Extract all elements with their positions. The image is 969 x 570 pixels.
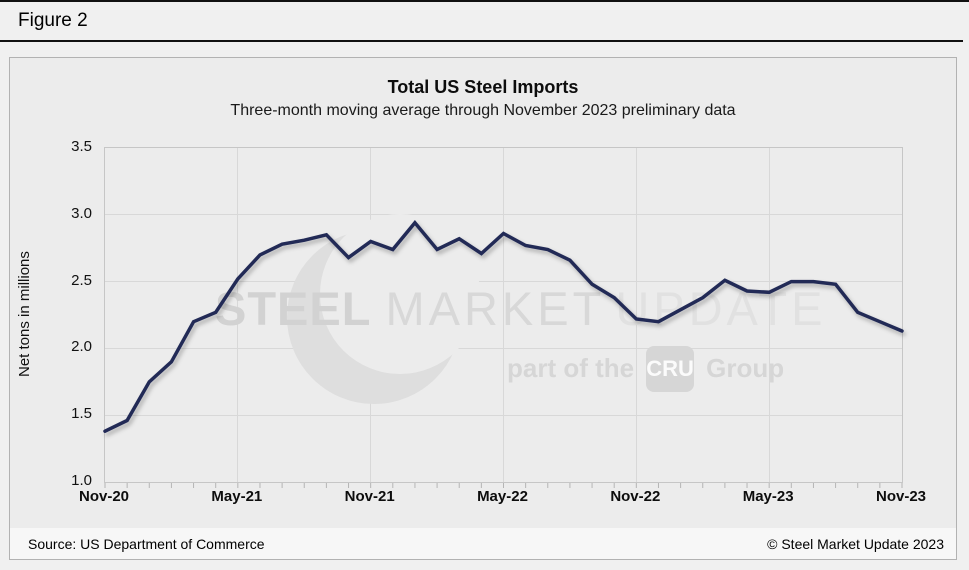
line-chart-svg xyxy=(103,220,904,488)
x-tick-label: Nov-21 xyxy=(344,488,395,505)
chart-area: Total US Steel Imports Three-month movin… xyxy=(10,58,956,528)
cru-logo-icon: CRU xyxy=(646,345,695,392)
y-tick-label: 1.0 xyxy=(71,472,92,489)
x-tick-label: May-22 xyxy=(477,488,528,505)
chart-subtitle: Three-month moving average through Novem… xyxy=(230,102,736,119)
x-tick-label: Nov-20 xyxy=(78,488,130,505)
vertical-gridline xyxy=(768,148,770,482)
watermark-tagline: part of the CRU Group xyxy=(507,345,784,392)
figure-label: Figure 2 xyxy=(18,10,88,31)
y-tick-label: 2.0 xyxy=(71,338,92,356)
y-tick-label: 3.5 xyxy=(71,138,92,155)
imports-line-series xyxy=(103,220,904,433)
plot-area: STEEL MARKET UPDATE part of the CRU Group xyxy=(103,147,904,488)
watermark-text: STEEL MARKET UPDATE xyxy=(215,285,826,333)
vertical-gridline xyxy=(503,148,504,482)
chart-footer: Source: US Department of Commerce © Stee… xyxy=(10,528,956,559)
y-axis-title: Net tons in millions xyxy=(16,251,33,377)
watermark-word-market: MARKET xyxy=(385,282,606,335)
y-tick-label: 3.0 xyxy=(71,204,92,222)
chart-container: Total US Steel Imports Three-month movin… xyxy=(9,57,957,560)
window-top-border xyxy=(0,0,969,2)
x-tick-label: Nov-22 xyxy=(610,488,661,505)
copyright-text: © Steel Market Update 2023 xyxy=(767,535,944,552)
source-text: Source: US Department of Commerce xyxy=(28,535,265,552)
figure-header-underline xyxy=(0,40,963,42)
x-tick-label: Nov-23 xyxy=(875,488,927,505)
watermark-word-update: UPDATE xyxy=(615,282,827,335)
x-tick-label: May-21 xyxy=(211,488,263,505)
watermark-tagline-prefix: part of the xyxy=(507,353,635,383)
y-tick-label: 1.5 xyxy=(71,405,92,423)
vertical-gridline xyxy=(237,148,239,482)
watermark-word-steel: STEEL xyxy=(215,282,372,335)
watermark-tagline-suffix: Group xyxy=(706,353,785,383)
x-tick-label: May-23 xyxy=(742,488,794,505)
chart-title: Total US Steel Imports xyxy=(387,77,579,97)
y-tick-label: 2.5 xyxy=(71,271,92,289)
vertical-gridline xyxy=(635,148,637,482)
